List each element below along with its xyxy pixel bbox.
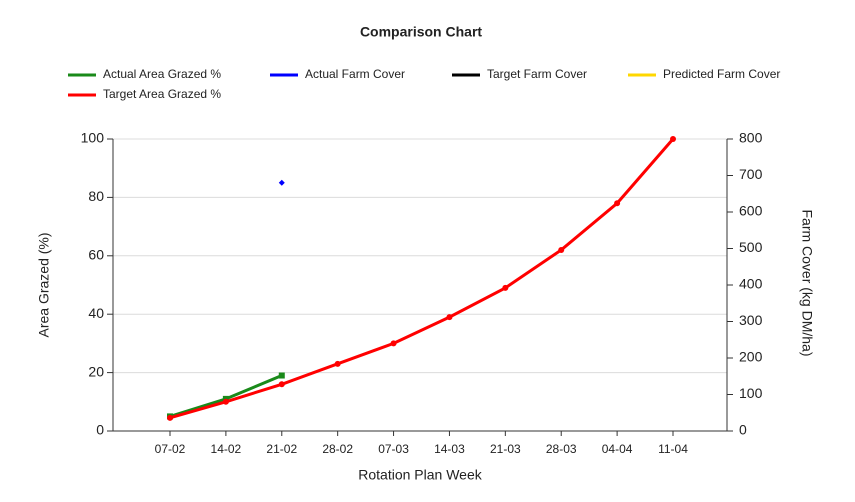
y-tick-label: 100 [81, 130, 105, 146]
legend-label: Predicted Farm Cover [663, 67, 780, 81]
y2-tick-label: 400 [739, 276, 763, 292]
point [278, 179, 285, 186]
chart-title: Comparison Chart [360, 24, 482, 40]
y-tick-label: 20 [88, 363, 104, 379]
y2-tick-label: 600 [739, 203, 763, 219]
legend-label: Actual Area Grazed % [103, 67, 221, 81]
y2-tick-label: 700 [739, 166, 763, 182]
point [670, 136, 676, 142]
y2-tick-label: 800 [739, 130, 763, 146]
legend-label: Actual Farm Cover [305, 67, 405, 81]
x-tick-label: 14-03 [434, 442, 465, 456]
point [278, 372, 285, 379]
y2-tick-label: 0 [739, 422, 747, 438]
x-tick-label: 04-04 [602, 442, 633, 456]
point [502, 284, 509, 291]
x-tick-label: 28-03 [546, 442, 577, 456]
x-tick-label: 07-03 [378, 442, 409, 456]
point [167, 414, 173, 421]
y2-tick-label: 200 [739, 349, 763, 365]
y2-tick-label: 300 [739, 312, 763, 328]
x-tick-label: 07-02 [155, 442, 186, 456]
y-axis-title: Area Grazed (%) [36, 232, 52, 337]
y2-axis-title: Farm Cover (kg DM/ha) [799, 209, 815, 356]
point [614, 200, 621, 207]
x-tick-label: 21-02 [266, 442, 297, 456]
x-tick-label: 14-02 [211, 442, 242, 456]
point [390, 340, 397, 347]
point [558, 246, 565, 253]
point [222, 398, 229, 405]
series-line [169, 138, 675, 420]
x-tick-label: 21-03 [490, 442, 521, 456]
x-tick-label: 11-04 [658, 442, 688, 456]
legend-label: Target Area Grazed % [103, 87, 221, 101]
x-axis-title: Rotation Plan Week [358, 467, 482, 483]
y-tick-label: 60 [88, 247, 104, 263]
y-tick-label: 0 [96, 422, 104, 438]
legend-label: Target Farm Cover [487, 67, 587, 81]
y2-tick-label: 500 [739, 239, 763, 255]
x-tick-label: 28-02 [322, 442, 353, 456]
y-tick-label: 80 [88, 188, 104, 204]
point [278, 381, 285, 388]
point [334, 360, 341, 367]
y-tick-label: 40 [88, 305, 104, 321]
point [446, 314, 453, 321]
y2-tick-label: 100 [739, 385, 763, 401]
